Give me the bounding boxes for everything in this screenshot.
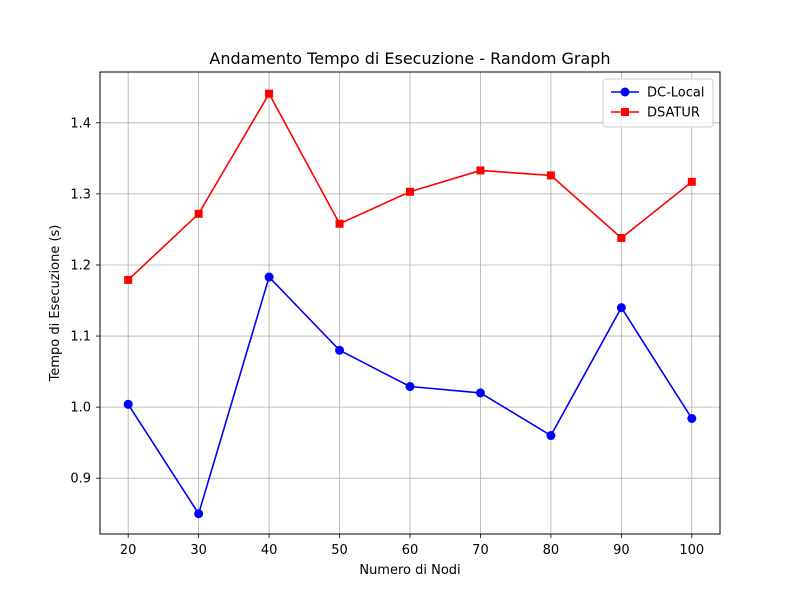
y-tick-label: 1.0: [70, 401, 91, 416]
x-tick-label: 30: [190, 543, 207, 558]
series-layer: [123, 89, 697, 519]
data-point: [124, 275, 133, 284]
data-point: [546, 171, 555, 180]
data-point: [194, 509, 204, 519]
y-tick-label: 0.9: [70, 472, 91, 487]
legend-box: [602, 78, 714, 128]
x-tick-label: 40: [261, 543, 278, 558]
x-axis-label: Numero di Nodi: [359, 563, 460, 578]
data-point: [406, 187, 414, 196]
legend-item: DC-Local: [611, 86, 704, 101]
data-point: [194, 209, 203, 218]
data-point: [123, 399, 133, 409]
data-point: [617, 233, 626, 242]
legend-item: DSATUR: [611, 106, 700, 121]
data-point: [405, 382, 415, 392]
x-tick-label: 50: [331, 543, 348, 558]
data-point: [616, 303, 626, 313]
data-point: [265, 89, 274, 98]
y-tick-label: 1.1: [70, 330, 91, 345]
data-point: [687, 414, 697, 423]
y-axis-label: Tempo di Esecuzione (s): [48, 225, 63, 383]
y-tick-label: 1.2: [70, 258, 91, 273]
y-axis: 0.9 1.0 1.1 1.2 1.3 1.4: [70, 116, 100, 487]
data-point: [546, 431, 556, 441]
x-tick-label: 70: [472, 543, 489, 558]
chart-title: Andamento Tempo di Esecuzione - Random G…: [209, 49, 610, 68]
x-tick-label: 80: [543, 543, 560, 558]
x-axis: 20 30 40 50 60 70 80 90 100: [120, 534, 704, 558]
series-dsatur: [124, 89, 696, 284]
data-point: [475, 388, 485, 398]
legend-label: DSATUR: [647, 106, 700, 121]
legend: DC-Local DSATUR: [602, 78, 714, 128]
x-tick-label: 20: [120, 543, 137, 558]
data-point: [335, 345, 345, 355]
x-tick-label: 60: [402, 543, 419, 558]
legend-marker: [620, 87, 630, 97]
data-point: [335, 219, 344, 228]
data-point: [264, 272, 274, 282]
x-tick-label: 90: [613, 543, 630, 558]
y-tick-label: 1.3: [70, 187, 91, 202]
x-tick-label: 100: [679, 543, 704, 558]
legend-label: DC-Local: [647, 86, 704, 101]
legend-marker: [621, 108, 629, 116]
data-point: [687, 177, 696, 186]
y-tick-label: 1.4: [70, 116, 91, 131]
series-dc-local: [123, 272, 697, 519]
data-point: [476, 166, 485, 175]
